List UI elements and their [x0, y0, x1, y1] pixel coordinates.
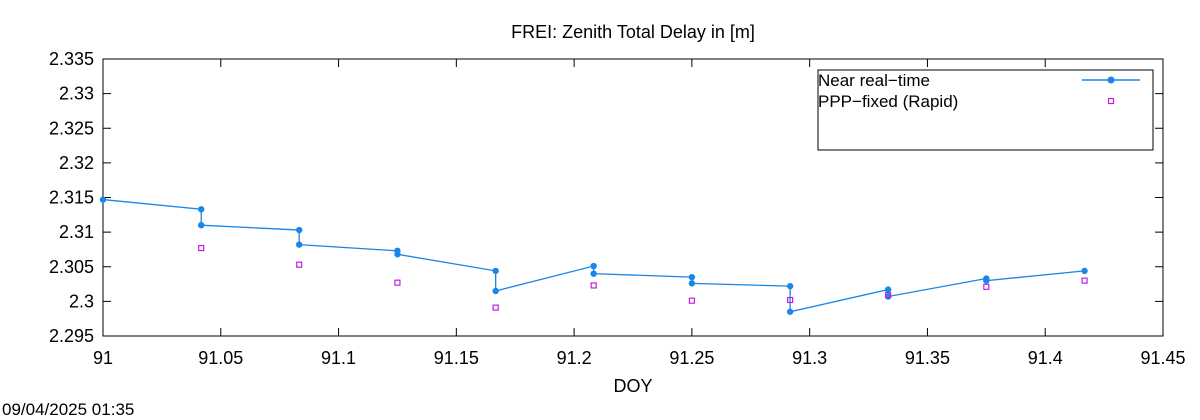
data-point-near-real-time [786, 308, 794, 315]
x-tick-label: 91.2 [557, 348, 592, 368]
data-point-ppp-fixed [1081, 277, 1088, 284]
data-point-near-real-time [590, 262, 597, 270]
generated-timestamp: 09/04/2025 01:35 [2, 400, 135, 419]
data-point-near-real-time [198, 206, 205, 213]
series-line-near-real-time [102, 198, 1085, 313]
data-point-near-real-time [394, 251, 401, 258]
y-tick-label: 2.33 [59, 84, 94, 104]
data-point-near-real-time [1081, 267, 1088, 275]
data-point-ppp-fixed [296, 261, 303, 268]
y-tick-label: 2.335 [49, 49, 94, 69]
x-tick-label: 91.45 [1140, 348, 1185, 368]
data-point-ppp-fixed [688, 297, 695, 304]
series-layer [99, 196, 1088, 315]
data-point-near-real-time [296, 241, 303, 248]
data-point-near-real-time [688, 273, 696, 281]
data-point-ppp-fixed [492, 304, 499, 311]
data-point-near-real-time [296, 226, 303, 234]
data-point-ppp-fixed [394, 279, 401, 286]
x-tick-label: 91.3 [792, 348, 827, 368]
data-point-near-real-time [688, 280, 696, 287]
data-point-near-real-time [983, 277, 990, 284]
y-tick-label: 2.31 [59, 222, 94, 242]
x-axis-label: DOY [613, 376, 652, 396]
legend: Near real−time PPP−fixed (Rapid) [817, 69, 1154, 151]
data-point-near-real-time [99, 196, 107, 203]
y-tick-label: 2.295 [49, 326, 94, 346]
chart-title: FREI: Zenith Total Delay in [m] [511, 22, 755, 42]
x-tick-label: 91.25 [669, 348, 714, 368]
y-tick-label: 2.325 [49, 118, 94, 138]
x-tick-label: 91.15 [434, 348, 479, 368]
y-tick-label: 2.305 [49, 257, 94, 277]
data-point-ppp-fixed [983, 283, 990, 290]
x-tick-label: 91.05 [198, 348, 243, 368]
y-tick-label: 2.32 [59, 153, 94, 173]
data-point-ppp-fixed [198, 244, 205, 252]
data-point-ppp-fixed [885, 292, 892, 299]
y-tick-label: 2.315 [49, 188, 94, 208]
data-point-near-real-time [786, 282, 794, 290]
x-tick-label: 91.1 [321, 348, 356, 368]
x-tick-label: 91 [93, 348, 113, 368]
data-point-near-real-time [884, 286, 892, 293]
data-point-near-real-time [492, 287, 499, 295]
data-point-near-real-time [590, 270, 597, 277]
axes-ticks: 91 91.05 91.1 91.15 91.2 91.25 91.3 91.35 91.4 91… [49, 49, 1186, 368]
x-tick-label: 91.4 [1028, 348, 1063, 368]
data-point-near-real-time [198, 222, 205, 229]
legend-label-near-real-time: Near real−time [818, 71, 930, 90]
x-tick-label: 91.35 [905, 348, 950, 368]
legend-label-ppp-fixed: PPP−fixed (Rapid) [818, 92, 958, 111]
legend-marker-ppp-fixed [1107, 97, 1115, 105]
y-tick-label: 2.3 [69, 291, 94, 311]
data-point-ppp-fixed [787, 296, 794, 304]
data-point-ppp-fixed [590, 282, 597, 289]
legend-box [817, 69, 1154, 151]
legend-marker-near-real-time [1107, 76, 1115, 84]
data-point-near-real-time [492, 267, 499, 275]
